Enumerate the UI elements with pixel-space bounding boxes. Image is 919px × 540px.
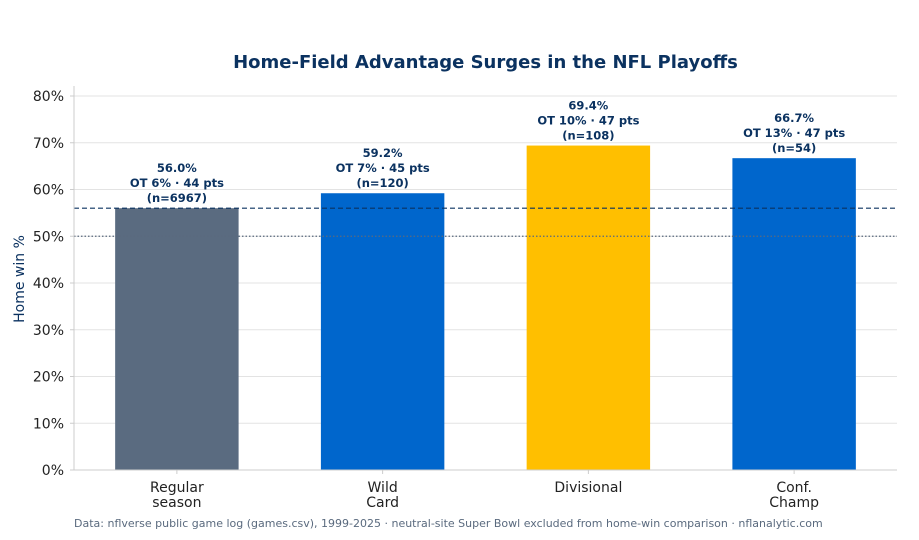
y-tick-label: 70%: [33, 136, 64, 152]
x-tick-label: Wild Card: [366, 480, 399, 511]
x-tick-label: Regular season: [150, 480, 204, 511]
data-label: 59.2% OT 7% · 45 pts (n=120): [336, 146, 430, 190]
bar-chart: 0% 10% 20% 30% 40% 50% 60% 70% 80% Regular season W…: [12, 86, 897, 511]
y-tick-label: 10%: [33, 416, 64, 432]
y-tick-label: 0%: [42, 463, 64, 479]
data-label: 56.0% OT 6% · 44 pts (n=6967): [130, 161, 224, 205]
data-labels: 56.0% OT 6% · 44 pts (n=6967) 59.2% OT 7% · …: [130, 99, 846, 206]
data-label: 66.7% OT 13% · 47 pts (n=54): [743, 111, 845, 155]
bar: [732, 158, 856, 471]
bar: [526, 145, 651, 470]
y-tick-label: 60%: [33, 183, 64, 199]
y-tick-label: 50%: [33, 229, 64, 245]
axes: 0% 10% 20% 30% 40% 50% 60% 70% 80% Regular season W…: [33, 86, 897, 511]
y-tick-label: 80%: [33, 89, 64, 105]
footer-note: Data: nflverse public game log (games.cs…: [74, 517, 823, 530]
x-tick-label: Divisional: [554, 480, 622, 496]
y-tick-label: 20%: [33, 370, 64, 386]
bars: [115, 145, 856, 471]
y-tick-label: 40%: [33, 276, 64, 292]
y-tick-label: 30%: [33, 323, 64, 339]
y-axis-label: Home win %: [12, 235, 28, 323]
bar: [115, 208, 239, 470]
chart-title: Home-Field Advantage Surges in the NFL P…: [233, 52, 738, 73]
bar: [320, 193, 445, 471]
reference-lines: [74, 207, 897, 237]
data-label: 69.4% OT 10% · 47 pts (n=108): [537, 99, 639, 143]
x-tick-label: Conf. Champ: [769, 480, 819, 511]
